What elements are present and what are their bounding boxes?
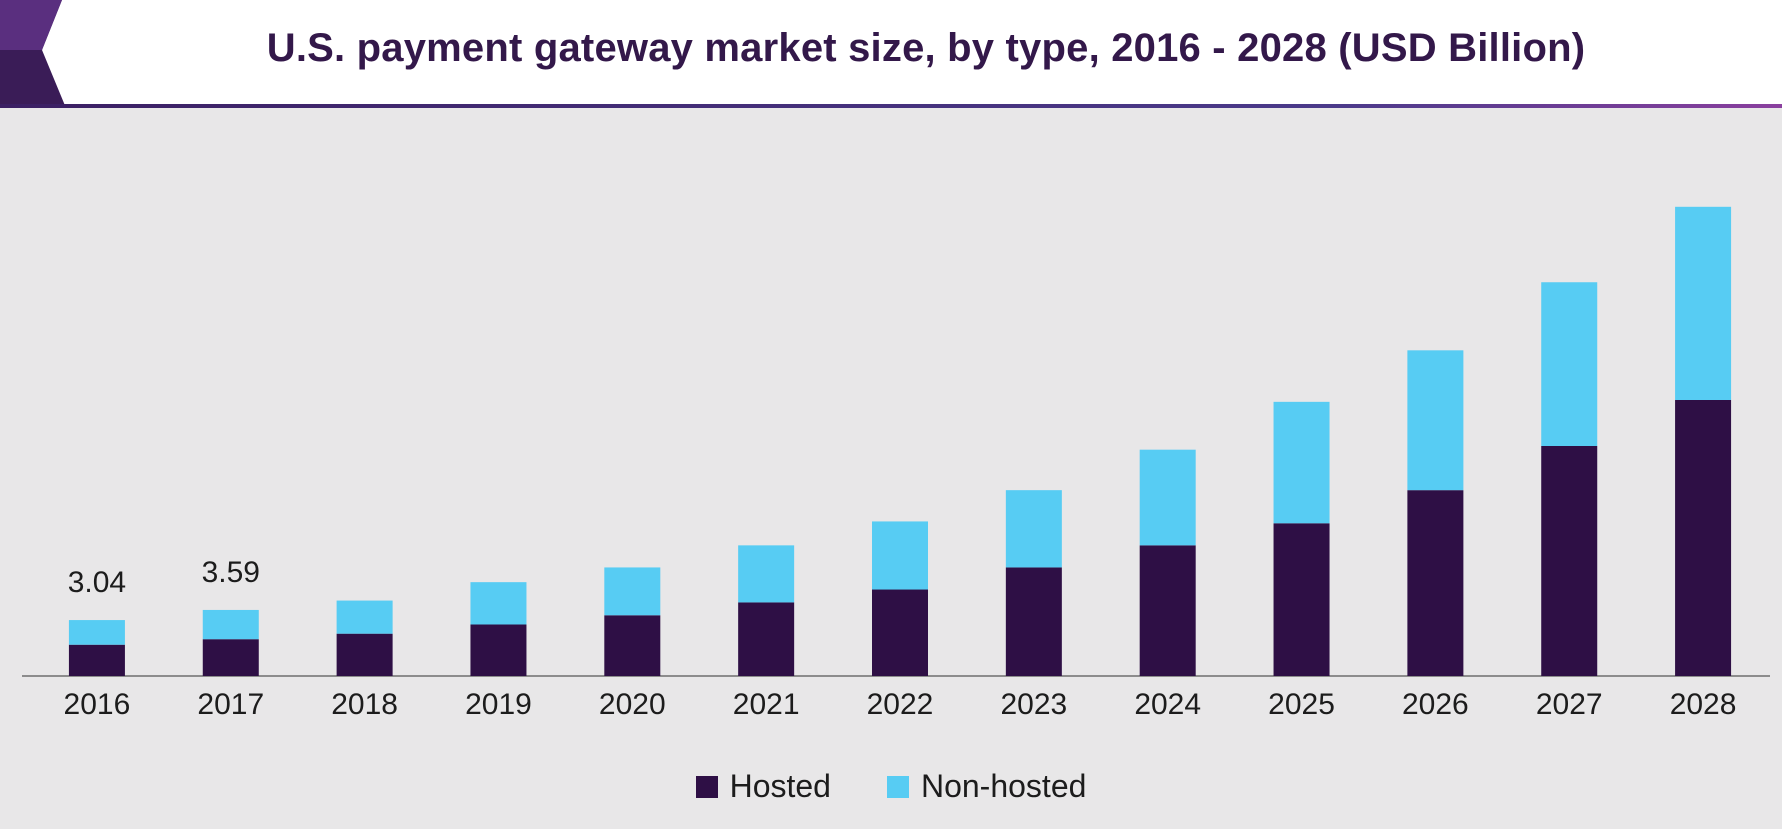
x-tick-label-2017: 2017 <box>197 688 264 721</box>
bar-non-hosted-2020 <box>604 567 661 616</box>
x-tick-label-2018: 2018 <box>331 688 398 721</box>
bar-non-hosted-2028 <box>1675 206 1732 400</box>
legend: Hosted Non-hosted <box>0 768 1782 805</box>
bar-non-hosted-2018 <box>336 600 393 634</box>
bar-hosted-2028 <box>1675 400 1732 676</box>
bar-chart: 2016 2017 2018 2019 2020 2021 2022 2023 2024 2025… <box>22 206 1770 721</box>
legend-label: Non-hosted <box>920 768 1087 804</box>
bar-non-hosted-2019 <box>470 582 527 625</box>
x-tick-label-2020: 2020 <box>599 688 666 721</box>
data-label-2017: 3.59 <box>202 556 260 589</box>
bar-hosted-2027 <box>1541 446 1598 676</box>
legend-item-non-hosted: Non-hosted <box>886 768 1087 805</box>
x-tick-label-2026: 2026 <box>1402 688 1469 721</box>
x-tick-label-2023: 2023 <box>1000 688 1067 721</box>
data-label-2016: 3.04 <box>68 566 126 599</box>
x-tick-label-2022: 2022 <box>867 688 934 721</box>
bar-hosted-2019 <box>470 624 527 676</box>
title-underline <box>0 104 1782 108</box>
bar-hosted-2026 <box>1407 490 1464 676</box>
x-tick-label-2025: 2025 <box>1268 688 1335 721</box>
bar-non-hosted-2024 <box>1139 449 1196 546</box>
x-tick-label-2024: 2024 <box>1134 688 1201 721</box>
bar-hosted-2023 <box>1005 567 1062 676</box>
legend-item-hosted: Hosted <box>695 768 831 805</box>
bar-hosted-2024 <box>1139 545 1196 676</box>
bar-hosted-2020 <box>604 615 661 676</box>
bar-hosted-2025 <box>1273 523 1330 676</box>
banner-decoration <box>0 0 1782 108</box>
x-tick-label-2021: 2021 <box>733 688 800 721</box>
bar-hosted-2018 <box>336 633 393 676</box>
legend-swatch <box>695 775 718 798</box>
bar-non-hosted-2021 <box>738 545 795 603</box>
bar-hosted-2016 <box>68 644 125 676</box>
bar-hosted-2022 <box>872 589 928 676</box>
x-tick-label-2028: 2028 <box>1670 688 1737 721</box>
bar-non-hosted-2023 <box>1005 490 1062 568</box>
x-tick-label-2027: 2027 <box>1536 688 1603 721</box>
bar-non-hosted-2016 <box>68 620 125 645</box>
bar-non-hosted-2025 <box>1273 401 1330 524</box>
legend-swatch <box>886 775 909 798</box>
bar-non-hosted-2017 <box>202 609 259 640</box>
legend-label: Hosted <box>729 768 831 804</box>
bar-hosted-2017 <box>202 639 259 676</box>
x-tick-label-2019: 2019 <box>465 688 532 721</box>
bar-non-hosted-2027 <box>1541 282 1598 446</box>
bar-non-hosted-2022 <box>872 521 928 590</box>
bar-hosted-2021 <box>738 602 795 676</box>
x-tick-label-2016: 2016 <box>64 688 131 721</box>
title-banner: U.S. payment gateway market size, by typ… <box>0 0 1782 110</box>
bar-non-hosted-2026 <box>1407 350 1464 491</box>
page-title: U.S. payment gateway market size, by typ… <box>266 26 1586 70</box>
